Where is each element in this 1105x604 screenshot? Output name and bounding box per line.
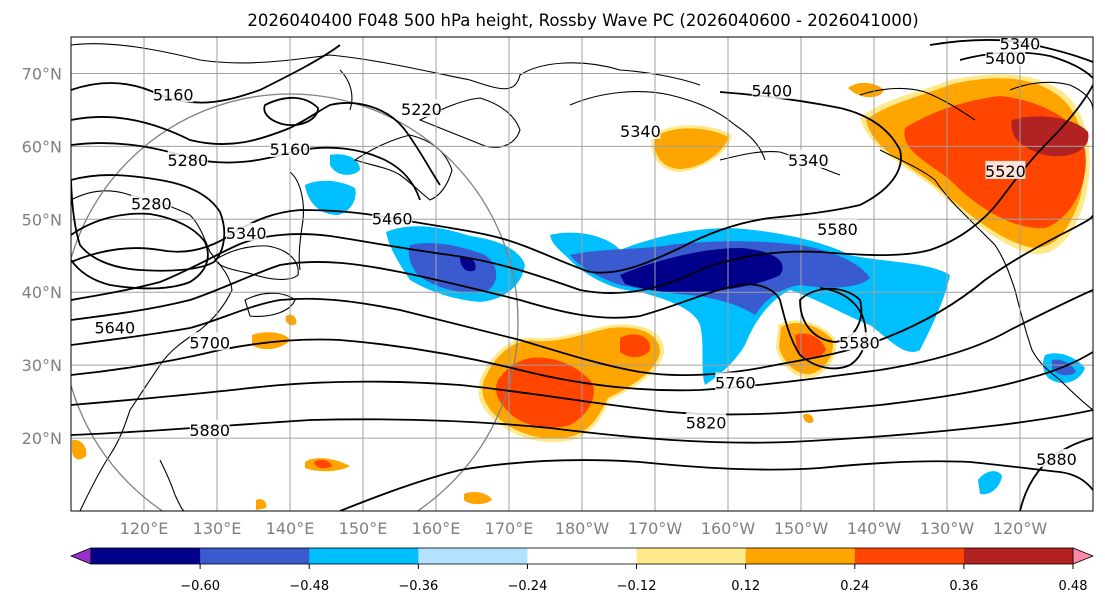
contour-label-bg [167, 149, 208, 168]
contour-label: 5280 [131, 195, 172, 214]
positive-anomaly-bering [651, 125, 732, 172]
colorbar-cell [963, 548, 1074, 564]
latitude-label: 20°N [22, 429, 62, 448]
contour-label-bg [817, 219, 858, 238]
negative-anomaly-pacific [305, 154, 1085, 495]
colorbar-cell [309, 548, 419, 564]
contour-label: 5220 [401, 100, 442, 119]
longitude-label: 120°W [993, 519, 1048, 538]
longitude-label: 170°E [485, 519, 534, 538]
contour-label-bg [153, 84, 194, 103]
longitude-label: 170°W [628, 519, 683, 538]
positive-anomaly-small [72, 314, 837, 510]
contour-label-bg [1000, 37, 1040, 52]
contour-label: 5820 [686, 413, 727, 432]
map-frame [70, 36, 1094, 512]
longitude-labels: 120°E 130°E 140°E 150°E 160°E 170°E 180°W 170°W… [120, 519, 1048, 538]
colorbar-cell [854, 548, 965, 564]
contour-label: 5340 [620, 122, 661, 141]
colorbar-label: 0.36 [949, 579, 978, 594]
longitude-label: 160°W [701, 519, 756, 538]
contour-label: 5340 [788, 151, 829, 170]
map-area: 5160516052205280528053405340534054005400… [71, 34, 1093, 511]
contour-label-bg [985, 47, 1026, 66]
contour-label-bg [715, 372, 756, 391]
contour-label: 5760 [715, 373, 756, 392]
contour-label: 5400 [751, 82, 792, 101]
longitude-label: 120°E [120, 519, 169, 538]
longitude-label: 140°E [266, 519, 315, 538]
contour-label-bg [131, 193, 172, 212]
longitude-label: 150°E [339, 519, 388, 538]
contour-label-bg [985, 160, 1026, 179]
latitude-label: 60°N [22, 137, 62, 156]
contour-label-bg [839, 332, 880, 351]
latitude-label: 30°N [22, 356, 62, 375]
longitude-label: 140°W [847, 519, 902, 538]
contour-label-bg [189, 419, 230, 438]
positive-anomaly-alaska [848, 74, 1090, 255]
contour-label-bg [372, 208, 413, 227]
latitude-label: 40°N [22, 283, 62, 302]
colorbar-label: −0.36 [398, 579, 438, 594]
longitude-label: 130°E [193, 519, 242, 538]
contour-label-bg [686, 412, 727, 431]
longitude-label: 160°E [412, 519, 461, 538]
anomaly-shading [72, 74, 1090, 510]
colorbar-cell [91, 548, 201, 564]
great-circle [71, 93, 519, 511]
colorbar-cell [527, 548, 638, 564]
contour-label: 5460 [372, 209, 413, 228]
colorbar-cell [745, 548, 856, 564]
gridlines [71, 37, 1093, 511]
colorbar-cell [200, 548, 310, 564]
contour-label-bg [620, 120, 661, 139]
contour-label: 5880 [189, 421, 230, 440]
contour-label-bg [401, 98, 442, 117]
colorbar-extend-high [1072, 547, 1095, 565]
colorbar-label: 0.48 [1059, 579, 1088, 594]
colorbar-extend-low [69, 547, 92, 565]
positive-anomaly-pacific [478, 324, 665, 443]
contour-label: 5400 [985, 49, 1026, 68]
contour-label-bg [751, 80, 792, 99]
latitude-label: 70°N [22, 64, 62, 83]
contour-label-bg [1036, 448, 1077, 467]
colorbar-label: −0.60 [180, 579, 220, 594]
colorbar-frame [90, 547, 1074, 565]
contour-label: 5160 [153, 85, 194, 104]
contour-label: 5520 [985, 162, 1026, 181]
latitude-labels: 70°N 60°N 50°N 40°N 30°N 20°N [22, 64, 62, 448]
contour-label: 5700 [189, 333, 230, 352]
longitude-label: 150°W [774, 519, 829, 538]
contour-label: 5580 [817, 220, 858, 239]
contour-label: 5160 [270, 140, 311, 159]
contour-label-bg [788, 149, 829, 168]
latitude-label: 50°N [22, 210, 62, 229]
colorbar-label: −0.48 [289, 579, 329, 594]
map-title: 2026040400 F048 500 hPa height, Rossby W… [247, 11, 918, 30]
colorbar-cell [636, 548, 747, 564]
contour-label: 5280 [167, 151, 208, 170]
contour-label-bg [94, 317, 135, 336]
longitude-label: 130°W [920, 519, 975, 538]
colorbar-label: −0.12 [617, 579, 657, 594]
contour-label: 5340 [1000, 34, 1041, 53]
contour-label-bg [189, 332, 230, 351]
contour-label: 5640 [94, 319, 135, 338]
contour-label: 5880 [1036, 450, 1077, 469]
contour-label: 5580 [839, 333, 880, 352]
contour-label: 5340 [226, 224, 267, 243]
colorbar-label: −0.24 [508, 579, 548, 594]
contour-labels: 5160516052205280528053405340534054005400… [94, 34, 1077, 469]
contour-label-bg [226, 222, 267, 241]
colorbar: −0.60 −0.48 −0.36 −0.24 −0.12 0.12 0.24 0.36 0.4… [69, 547, 1095, 594]
colorbar-cell [418, 548, 528, 564]
longitude-label: 180°W [555, 519, 610, 538]
contour-label-bg [270, 139, 310, 158]
colorbar-label: 0.24 [840, 579, 869, 594]
colorbar-label: 0.12 [731, 579, 760, 594]
coastlines [71, 43, 1093, 511]
